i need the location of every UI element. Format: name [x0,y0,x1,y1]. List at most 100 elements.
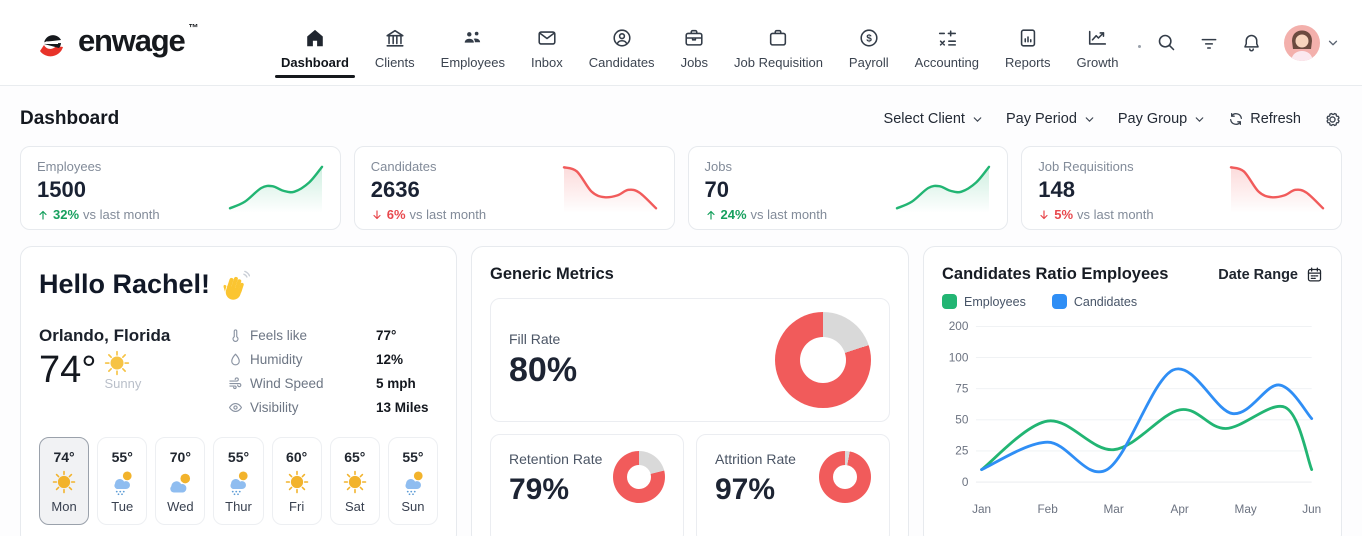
forecast-day-sat[interactable]: 65° Sat [329,437,380,525]
refresh-icon [1230,113,1243,125]
nav-item-jobs[interactable]: Jobs [673,10,716,86]
stat-card-candidates[interactable]: Candidates 2636 6% vs last month [353,146,675,230]
nav-item-payroll[interactable]: $ Payroll [841,10,897,86]
refresh-label: Refresh [1250,111,1301,127]
sparkline-up [896,165,991,213]
search-icon[interactable] [1156,32,1177,53]
sun-icon [105,350,130,376]
stat-value: 1500 [37,177,86,202]
page-controls: Select Client Pay Period Pay Group Refre… [884,110,1342,129]
user-menu[interactable] [1284,24,1340,61]
legend-swatch-green [942,294,957,309]
dashboard-page: Dashboard Select Client Pay Period Pay G… [0,86,1362,536]
eye-icon [228,403,243,412]
dollar-circle-icon: $ [858,26,880,50]
nav-item-job-requisition[interactable]: Job Requisition [726,10,831,86]
day-label: Sun [401,498,425,514]
chevron-down-icon [1085,116,1094,122]
day-temp: 60° [286,448,308,465]
nav-item-accounting[interactable]: Accounting [907,10,987,86]
stat-label: Job Requisitions [1038,159,1134,174]
rain-cloud-icon [114,471,132,495]
legend-candidates[interactable]: Candidates [1051,294,1137,309]
refresh-button[interactable]: Refresh [1228,111,1301,127]
nav-item-inbox[interactable]: Inbox [523,10,571,86]
metric-value: 80% [509,350,578,389]
metric-label: Attrition Rate [715,451,796,467]
legend-employees[interactable]: Employees [942,294,1026,309]
svg-text:Apr: Apr [1170,503,1188,516]
stat-change-pct: 5% [1054,207,1074,222]
day-label: Tue [111,498,134,514]
forecast-day-mon[interactable]: 74° Mon [39,437,90,525]
sparkline-down [562,166,657,213]
svg-text:25: 25 [955,445,969,458]
attrition-rate-card[interactable]: Attrition Rate 97% [696,434,890,536]
stat-card-job-requisitions[interactable]: Job Requisitions 148 5% vs last month [1021,146,1342,230]
filter-icon[interactable] [1199,33,1219,53]
weekly-forecast: 74° Mon 55° Tue 70° Wed [39,437,438,525]
svg-text:0: 0 [962,476,969,489]
greeting-title: Hello Rachel! [39,269,211,299]
chevron-down-icon [973,116,982,122]
forecast-day-fri[interactable]: 60° Fri [271,437,322,525]
stat-change-suffix: vs last month [750,207,828,222]
svg-text:200: 200 [949,320,969,333]
nav-item-clients[interactable]: Clients [367,10,423,86]
date-range-picker[interactable]: Date Range [1218,266,1323,283]
forecast-day-tue[interactable]: 55° Tue [97,437,148,525]
pay-group-label: Pay Group [1117,111,1188,127]
nav-item-dashboard[interactable]: Dashboard [273,10,357,86]
weather-detail-label: Wind Speed [250,376,324,391]
select-client-dropdown[interactable]: Select Client [884,111,984,127]
people-group-icon [461,26,484,50]
day-temp: 70° [169,448,191,465]
enwage-logo[interactable]: enwage ™ [30,21,245,65]
forecast-day-sun[interactable]: 55° Sun [387,437,438,525]
metric-label: Fill Rate [509,330,561,347]
stat-label: Jobs [704,159,732,174]
forecast-day-wed[interactable]: 70° Wed [155,437,206,525]
stat-card-employees[interactable]: Employees 1500 32% vs last month [20,146,341,230]
greeting-weather-card: Hello Rachel! [20,246,457,536]
fill-rate-card[interactable]: Fill Rate 80% [490,298,890,422]
nav-item-candidates[interactable]: Candidates [581,10,663,86]
weather-detail-label: Visibility [250,400,299,415]
chart-title: Candidates Ratio Employees [942,265,1169,283]
weather-location: Orlando, Florida [39,326,171,345]
trend-chart-icon [1086,26,1109,50]
bell-icon[interactable] [1241,32,1262,53]
fill-rate-donut-chart [775,312,871,408]
retention-rate-card[interactable]: Retention Rate 79% [490,434,684,536]
pay-group-dropdown[interactable]: Pay Group [1118,111,1206,127]
forecast-day-thur[interactable]: 55° Thur [213,437,264,525]
sunny-icon [285,470,308,493]
weather-detail-label: Humidity [250,352,303,367]
weather-detail-label: Feels like [250,328,308,343]
svg-text:$: $ [866,33,872,44]
line-chart[interactable]: 200 100 75 50 25 0 Jan Feb Mar Apr May Jun [942,309,1323,524]
nav-item-reports[interactable]: Reports [997,10,1059,86]
svg-text:Jun: Jun [1302,503,1321,516]
metric-value: 97% [715,473,776,506]
nav-item-growth[interactable]: Growth [1069,10,1127,86]
metric-label: Retention Rate [509,451,603,467]
chart-legend: Employees Candidates [942,294,1323,309]
svg-text:75: 75 [955,382,969,395]
retention-rate-donut-chart [613,451,665,503]
pay-period-dropdown[interactable]: Pay Period [1006,111,1096,127]
wind-icon [229,377,242,390]
nav-item-employees[interactable]: Employees [433,10,513,86]
settings-button[interactable] [1323,110,1342,129]
legend-swatch-blue [1051,294,1067,309]
rain-cloud-icon [230,471,249,495]
candidates-ratio-chart-card: Candidates Ratio Employees Date Range Em… [923,246,1342,536]
stat-cards-row: Employees 1500 32% vs last month Candidat… [20,146,1342,230]
stat-card-jobs[interactable]: Jobs 70 24% vs last month [687,146,1009,230]
nav-label: Reports [1005,54,1051,70]
nav-overflow-dot [1138,44,1142,48]
pay-period-label: Pay Period [1005,111,1077,127]
droplet-icon [231,353,240,366]
page-title: Dashboard [20,108,120,129]
